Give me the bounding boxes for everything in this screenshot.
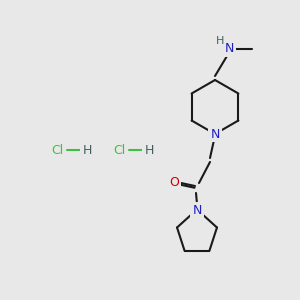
Text: O: O [169, 176, 179, 188]
Text: N: N [192, 203, 202, 217]
Text: H: H [82, 143, 92, 157]
Text: H: H [144, 143, 154, 157]
Text: N: N [224, 43, 234, 56]
Text: N: N [210, 128, 220, 140]
Text: Cl: Cl [113, 143, 125, 157]
Text: H: H [216, 36, 224, 46]
Text: Cl: Cl [51, 143, 63, 157]
